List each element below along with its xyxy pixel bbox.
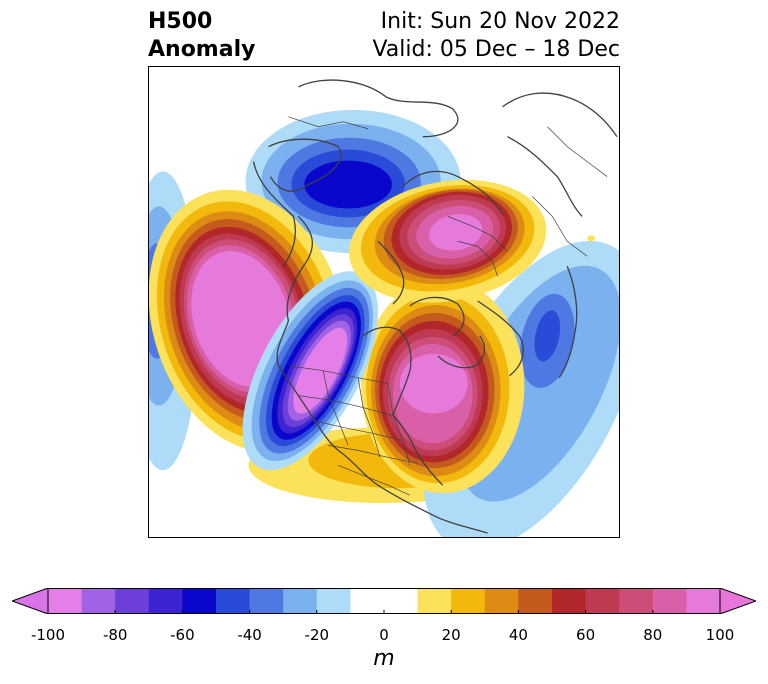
colorbar [12,588,756,614]
map-panel [148,66,620,538]
title-anomaly: Anomaly [148,37,256,62]
colorbar-tick-label: 0 [379,626,389,644]
colorbar-bin-12 [484,588,519,614]
coastlines [252,79,618,534]
colorbar-tick-label: -80 [102,626,128,644]
colorbar-bin-6 [249,588,284,614]
colorbar-bin-4 [182,588,217,614]
valid-range: Valid: 05 Dec – 18 Dec [372,37,620,62]
title-variable: H500 [148,9,213,34]
colorbar-bin-8 [316,588,351,614]
anomaly-canada-positive [361,278,525,494]
colorbar-extend-min [12,588,49,614]
colorbar-unit-label: m [373,646,395,671]
anomaly-west-na-negative [242,271,378,471]
colorbar-tick-label: -40 [237,626,262,644]
colorbar-tick-label: 40 [508,626,528,644]
colorbar-tick-label: -100 [30,626,66,644]
colorbar-bin-14 [552,588,587,614]
colorbar-bin-2 [115,588,150,614]
anomaly-europe-positive [349,179,547,303]
political-borders [288,116,608,496]
colorbar-bin-5 [216,588,251,614]
init-date: Init: Sun 20 Nov 2022 [380,9,620,34]
colorbar-bin-13 [518,588,553,614]
colorbar-bin-15 [585,588,620,614]
colorbar-tick-label: 80 [643,626,663,644]
colorbar-bin-17 [652,588,687,614]
small-positive-blob [587,235,596,242]
colorbar-tick-label: 20 [441,626,461,644]
colorbar-tick-label: 100 [705,626,735,644]
colorbar-bin-3 [148,588,183,614]
colorbar-tick-label: -20 [304,626,330,644]
colorbar-bin-9 [350,588,419,614]
colorbar-tick-label: 60 [576,626,596,644]
colorbar-bin-11 [451,588,486,614]
colorbar-bin-10 [417,588,452,614]
colorbar-ticks: -100 -80 -60 -40 -20 0 20 40 60 80 100 [0,626,768,646]
colorbar-bin-16 [619,588,654,614]
title-right: Init: Sun 20 Nov 2022 Valid: 05 Dec – 18… [372,8,620,64]
colorbar-bin-1 [81,588,116,614]
colorbar-extend-max [719,588,756,614]
colorbar-bin-0 [48,588,83,614]
anomaly-map [149,79,619,537]
colorbar-bin-18 [686,588,721,614]
title-left: H500 Anomaly [148,8,255,64]
colorbar-tick-label: -60 [170,626,195,644]
colorbar-bin-7 [283,588,318,614]
